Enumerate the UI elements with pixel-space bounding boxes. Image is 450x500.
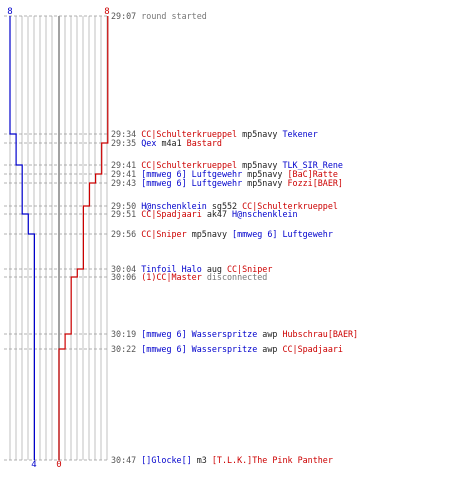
score-labels: 8 8 4 0 (7, 7, 109, 470)
event-player: Fozzi[BAER] (288, 178, 343, 188)
event-weapon: mp5navy (242, 178, 287, 188)
event-player: CC|Spadjaari (282, 344, 343, 354)
event-player: Qex (141, 138, 156, 148)
event-player: Tinfoil Halo (141, 264, 202, 274)
event-player: CC|Schulterkrueppel (141, 160, 237, 170)
event-player: [T.L.K.]The Pink Panther (212, 455, 333, 465)
event-player: Tekener (282, 129, 317, 139)
event-time: 29:50 (111, 201, 141, 211)
event-weapon: awp (257, 344, 282, 354)
event-row: 29:41 CC|Schulterkrueppel mp5navy TLK_SI… (111, 160, 343, 170)
event-player: []Glocke[] (141, 455, 191, 465)
event-row: 29:35 Qex m4a1 Bastard (111, 138, 222, 148)
event-row: 29:43 [mmweg 6] Luftgewehr mp5navy Fozzi… (111, 178, 343, 188)
event-player: H@nschenklein (232, 209, 298, 219)
event-log: 29:07 round started 29:34 CC|Schulterkrue… (111, 11, 358, 465)
event-time: 30:47 (111, 455, 141, 465)
event-player: [mmweg 6] Wasserspritze (141, 329, 257, 339)
event-weapon: aug (202, 264, 227, 274)
event-time: 29:07 (111, 11, 141, 21)
event-weapon: m3 (192, 455, 212, 465)
event-time: 30:19 (111, 329, 141, 339)
event-time: 29:41 (111, 169, 141, 179)
event-time: 29:51 (111, 209, 141, 219)
event-player: [mmweg 6] Luftgewehr (141, 178, 242, 188)
red-team-alive-line (58, 16, 109, 460)
team-alive-lines (9, 16, 109, 460)
event-player: H@nschenklein (141, 201, 207, 211)
event-player: Bastard (187, 138, 222, 148)
event-time: 29:43 (111, 178, 141, 188)
event-weapon: awp (257, 329, 282, 339)
event-player: [mmweg 6] Luftgewehr (232, 229, 333, 239)
event-player: CC|Spadjaari (141, 209, 202, 219)
event-time: 30:04 (111, 264, 141, 274)
event-player: [BaC]Ratte (288, 169, 338, 179)
event-weapon: mp5navy (242, 169, 287, 179)
event-row: 29:51 CC|Spadjaari ak47 H@nschenklein (111, 209, 298, 219)
event-player: CC|Sniper (141, 229, 186, 239)
event-player: Hubschrau[BAER] (282, 329, 358, 339)
event-weapon: mp5navy (237, 129, 282, 139)
event-row: 29:50 H@nschenklein sg552 CC|Schulterkru… (111, 201, 338, 211)
event-row: 29:07 round started (111, 11, 207, 21)
event-time: 29:35 (111, 138, 141, 148)
event-player: [mmweg 6] Wasserspritze (141, 344, 257, 354)
event-dash-lines (4, 15, 108, 461)
event-time: 29:56 (111, 229, 141, 239)
blue-team-alive-line (9, 16, 35, 460)
event-time: 29:34 (111, 129, 141, 139)
event-row: 30:19 [mmweg 6] Wasserspritze awp Hubsch… (111, 329, 358, 339)
event-time: 30:06 (111, 272, 141, 282)
event-player: TLK_SIR_Rene (282, 160, 343, 170)
event-player: CC|Sniper (227, 264, 272, 274)
event-time: 29:41 (111, 160, 141, 170)
event-weapon: sg552 (207, 201, 242, 211)
event-player: CC|Schulterkrueppel (141, 129, 237, 139)
event-row: 30:04 Tinfoil Halo aug CC|Sniper (111, 264, 272, 274)
event-weapon: m4a1 (156, 138, 186, 148)
event-player: (1)CC|Master (141, 272, 202, 282)
event-weapon: ak47 (202, 209, 232, 219)
event-row: 30:47 []Glocke[] m3 [T.L.K.]The Pink Pan… (111, 455, 333, 465)
event-player: CC|Schulterkrueppel (242, 201, 338, 211)
event-row: 29:34 CC|Schulterkrueppel mp5navy Tekene… (111, 129, 318, 139)
event-weapon: mp5navy (237, 160, 282, 170)
event-row: 29:41 [mmweg 6] Luftgewehr mp5navy [BaC]… (111, 169, 338, 179)
event-row: 30:22 [mmweg 6] Wasserspritze awp CC|Spa… (111, 344, 343, 354)
blue-end-count: 4 (31, 460, 36, 470)
event-row: 30:06 (1)CC|Master disconnected (111, 272, 267, 282)
event-player: disconnected (202, 272, 268, 282)
event-time: 30:22 (111, 344, 141, 354)
event-row: 29:56 CC|Sniper mp5navy [mmweg 6] Luftge… (111, 229, 333, 239)
grid-lines (9, 16, 108, 460)
red-start-count: 8 (104, 7, 109, 17)
event-player: [mmweg 6] Luftgewehr (141, 169, 242, 179)
blue-start-count: 8 (7, 7, 12, 17)
event-weapon: mp5navy (187, 229, 232, 239)
event-player: round started (141, 11, 207, 21)
red-end-count: 0 (56, 460, 61, 470)
